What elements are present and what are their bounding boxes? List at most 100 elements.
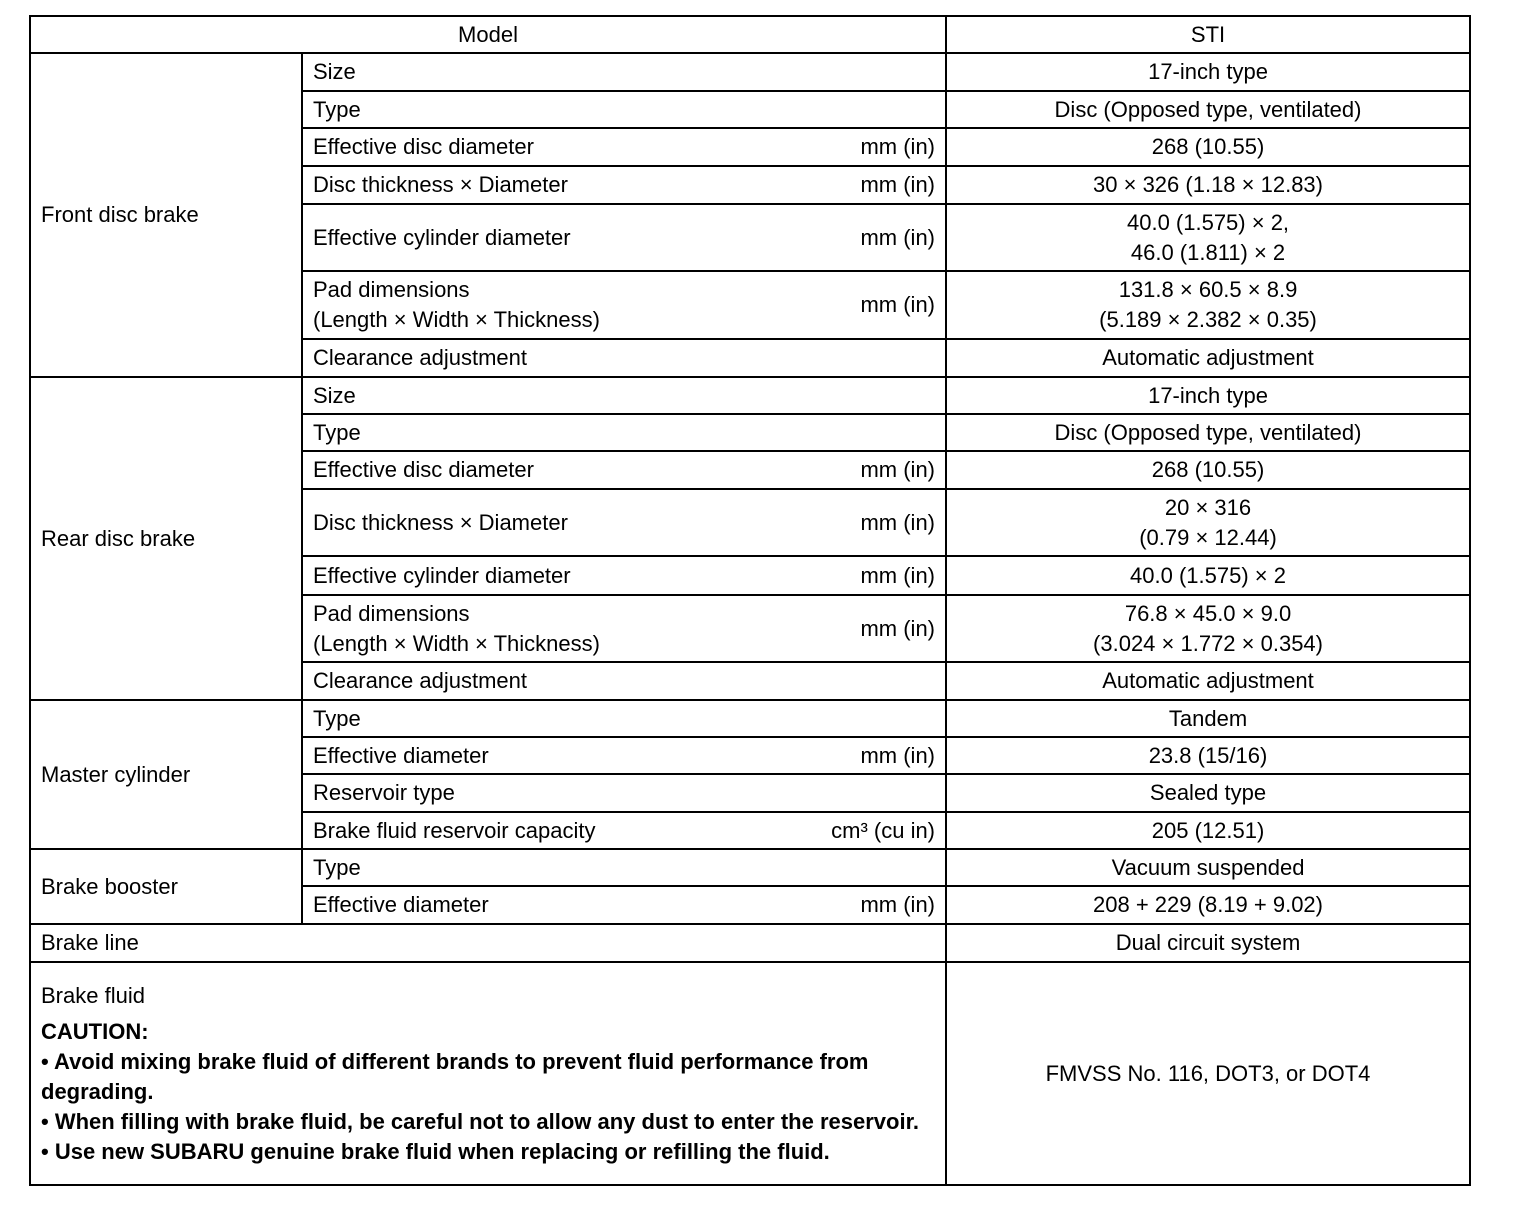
spec-label: Effective cylinder diameter [313,562,571,588]
spec-unit: mm (in) [860,562,936,588]
spec-label-cell: Type [300,848,948,887]
spec-label: Effective disc diameter [313,457,534,482]
spec-label-cell: Size [300,376,948,415]
model-header: Model [28,15,948,54]
spec-label-wrap: Effective cylinder diameter mm (in) [313,561,935,591]
table-row: Clearance adjustment Automatic adjustment [30,661,1472,701]
spec-label: Type [313,419,361,445]
spec-label-wrap: Clearance adjustment [313,666,935,696]
spec-value: Automatic adjustment [945,661,1472,701]
spec-value: 17-inch type [945,376,1472,415]
spec-value: 131.8 × 60.5 × 8.9 (5.189 × 2.382 × 0.35… [945,270,1472,340]
spec-label-cell: Pad dimensions (Length × Width × Thickne… [300,594,948,663]
spec-label-wrap: Brake fluid reservoir capacity cm³ (cu in… [313,816,935,846]
table-row: Type Disc (Opposed type, ventilated) [30,90,1472,129]
spec-label-wrap: Disc thickness × Diameter mm (in) [313,508,935,538]
spec-label-cell: Pad dimensions (Length × Width × Thickne… [300,270,948,340]
spec-label: Brake fluid reservoir capacity [313,817,596,843]
spec-label: Disc thickness × Diameter [313,509,568,535]
table-row: Disc thickness × Diameter mm (in) 20 × 316… [30,488,1472,557]
spec-label-wrap: Clearance adjustment [313,343,935,373]
spec-unit: mm (in) [860,892,936,917]
spec-value: 208 + 229 (8.19 + 9.02) [945,885,1472,925]
spec-label: Size [313,382,356,408]
spec-label-cell: Disc thickness × Diameter mm (in) [300,488,948,557]
brake-line-label: Brake line [28,923,948,963]
spec-label-cell: Reservoir type [300,773,948,813]
spec-value: 40.0 (1.575) × 2, 46.0 (1.811) × 2 [945,203,1472,272]
spec-unit: mm (in) [860,742,936,768]
spec-label-wrap: Effective disc diameter mm (in) [313,132,935,162]
spec-label: Effective diameter [313,892,489,917]
spec-label-wrap: Effective disc diameter mm (in) [313,455,935,485]
caution-item: • When filling with brake fluid, be care… [41,1108,920,1134]
caution-title: CAUTION: [41,1018,149,1044]
spec-label-wrap: Type [313,95,935,125]
table-row: Effective disc diameter mm (in) 268 (10.55… [30,450,1472,490]
spec-label-cell: Effective cylinder diameter mm (in) [300,555,948,596]
spec-unit: cm³ (cu in) [831,817,936,843]
table-row: Master cylinder Type Tandem [29,699,1472,850]
table-row: Front disc brake Size 17-inch type [29,52,1472,378]
spec-value: Automatic adjustment [945,338,1472,378]
spec-value: Disc (Opposed type, ventilated) [945,413,1472,452]
table-row: Brake booster Type Vacuum suspended [29,848,1472,925]
spec-label-cell: Effective diameter mm (in) [300,885,948,925]
spec-label-wrap: Disc thickness × Diameter mm (in) [313,170,935,200]
spec-value: 17-inch type [945,52,1472,92]
spec-value: 30 × 326 (1.18 × 12.83) [945,165,1472,205]
caution-item: • Use new SUBARU genuine brake fluid whe… [41,1138,830,1164]
brake-fluid-value: FMVSS No. 116, DOT3, or DOT4 [945,961,1472,1186]
spec-label-wrap: Type [313,853,935,883]
spec-value: 205 (12.51) [945,811,1472,850]
spec-label: Size [313,59,356,84]
brake-fluid-cell: Brake fluid CAUTION: • Avoid mixing brake … [28,961,948,1186]
spec-label-cell: Clearance adjustment [300,661,948,701]
spec-value: 40.0 (1.575) × 2 [945,555,1472,596]
spec-label-cell: Effective diameter mm (in) [300,736,948,775]
spec-label: Pad dimensions (Length × Width × Thickne… [313,277,600,332]
spec-unit: mm (in) [860,457,936,482]
model-value-header: STI [945,15,1472,54]
spec-unit: mm (in) [860,172,936,197]
spec-label-cell: Clearance adjustment [300,338,948,378]
spec-label-cell: Disc thickness × Diameter mm (in) [300,165,948,205]
spec-label-cell: Type [300,699,948,738]
spec-label-cell: Size [300,52,948,92]
table-row: Clearance adjustment Automatic adjustment [30,338,1472,378]
brake-line-value: Dual circuit system [945,923,1472,963]
caution-item: • Avoid mixing brake fluid of different … [41,1048,869,1104]
spec-label-cell: Type [300,90,948,129]
table-row: Effective cylinder diameter mm (in) 40.0 (… [30,555,1472,596]
spec-value: Vacuum suspended [945,848,1472,887]
table-row: Effective disc diameter mm (in) 268 (10.55… [30,127,1472,167]
spec-label-cell: Effective cylinder diameter mm (in) [300,203,948,272]
spec-label: Type [313,854,361,880]
group-label: Master cylinder [29,699,303,850]
spec-label-cell: Type [300,413,948,452]
table-row: Reservoir type Sealed type [30,773,1472,813]
spec-label-wrap: Effective diameter mm (in) [313,890,935,920]
spec-label: Pad dimensions (Length × Width × Thickne… [313,600,600,656]
spec-unit: mm (in) [860,509,936,535]
spec-label-wrap: Reservoir type [313,778,935,808]
spec-label-cell: Effective disc diameter mm (in) [300,450,948,490]
spec-value: Tandem [945,699,1472,738]
group-label: Rear disc brake [29,376,303,701]
spec-label-wrap: Type [313,704,935,734]
brake-fluid-row: Brake fluid CAUTION: • Avoid mixing brake … [28,961,1472,1186]
table-row: Type Disc (Opposed type, ventilated) [30,413,1472,452]
spec-unit: mm (in) [860,615,936,641]
spec-label: Effective disc diameter [313,134,534,159]
table-row: Disc thickness × Diameter mm (in) 30 × 326… [30,165,1472,205]
header-row: Model STI [28,15,1472,54]
table-row: Effective diameter mm (in) 23.8 (15/16) [30,736,1472,775]
spec-label-wrap: Size [313,57,935,87]
group-label: Front disc brake [29,52,303,378]
spec-label: Clearance adjustment [313,345,528,370]
spec-label: Type [313,96,361,122]
brake-specifications-table: Model STI Front disc brake Size 17-inch ty… [28,15,1472,1186]
spec-label: Effective diameter [313,742,489,768]
spec-label: Reservoir type [313,780,455,805]
spec-value: Sealed type [945,773,1472,813]
